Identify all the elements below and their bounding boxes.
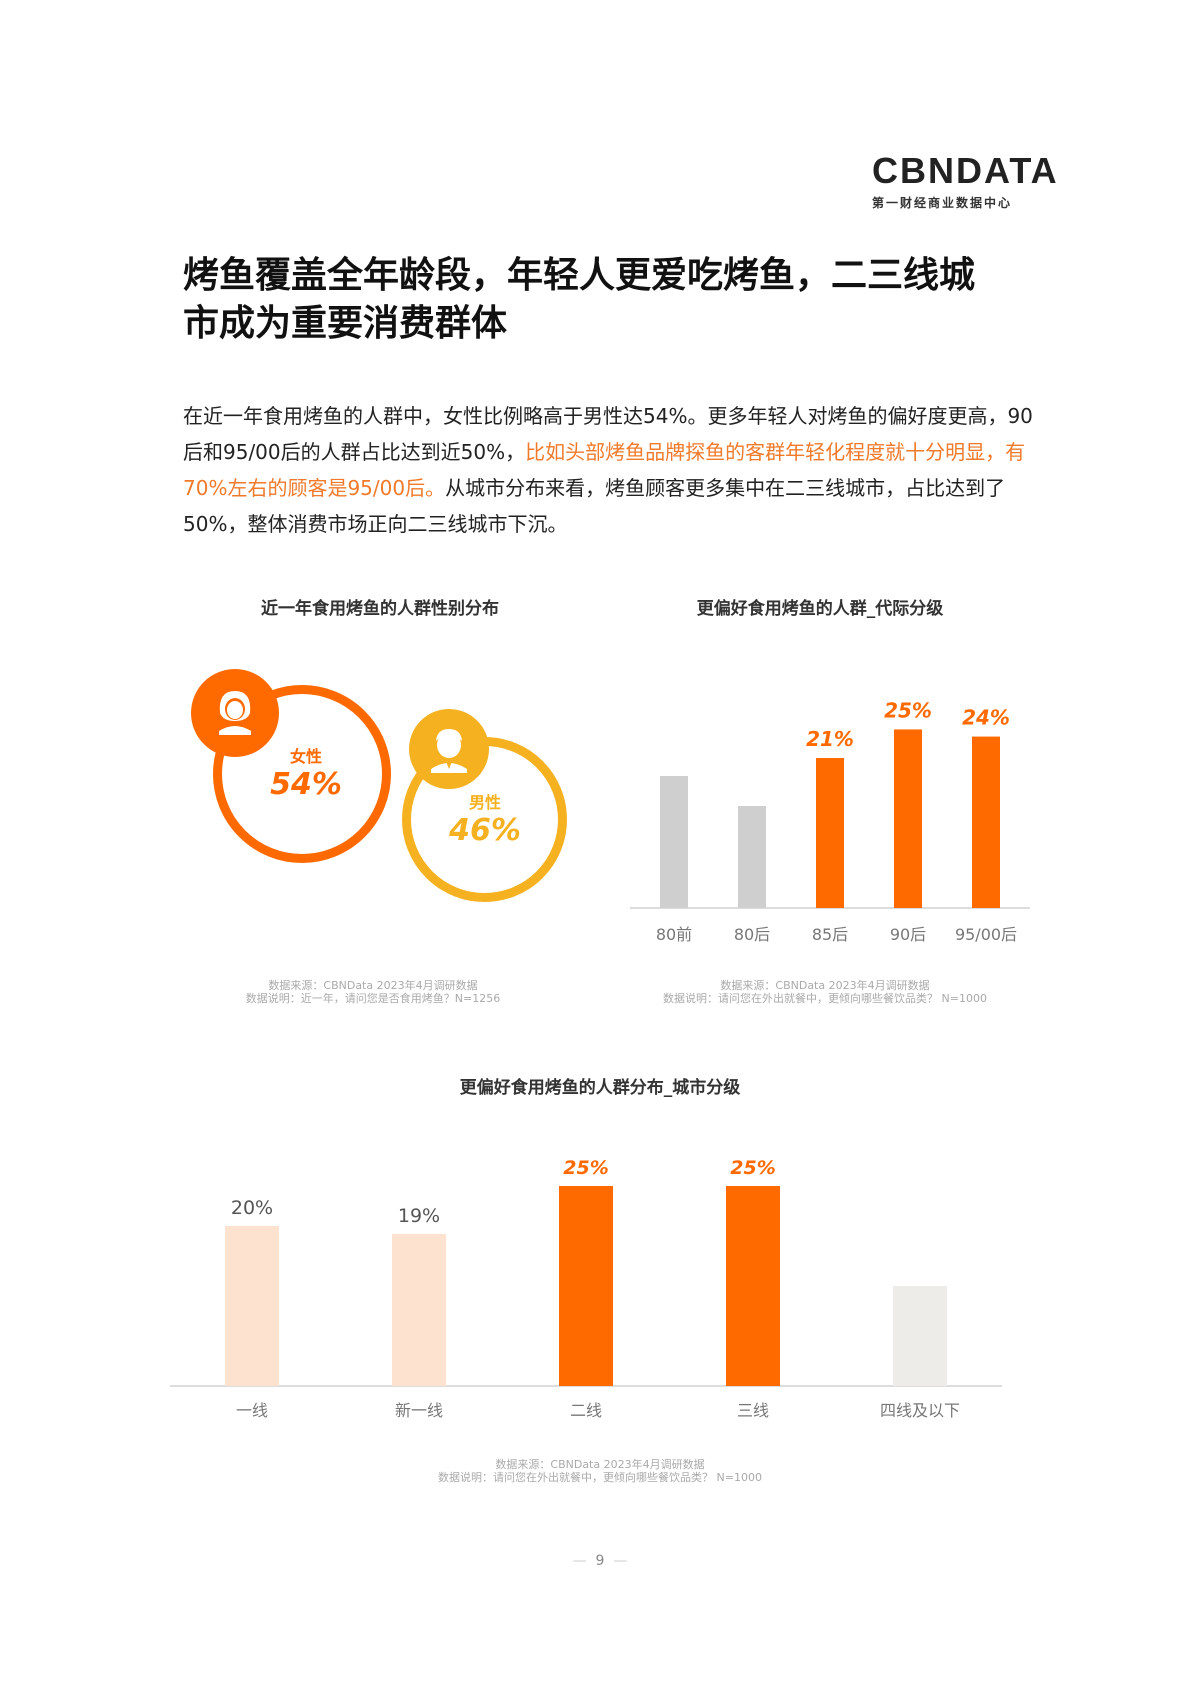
female-name: 女性: [289, 747, 322, 766]
bar-1: [392, 1234, 446, 1386]
tick-label-3: 90后: [890, 925, 926, 944]
page-title-line-1: 烤鱼覆盖全年龄段，年轻人更爱吃烤鱼，二三线城: [183, 255, 976, 296]
gender-chart-note: 数据说明：近一年，请问您是否食用烤鱼？N=1256: [245, 992, 501, 1005]
data-label-2: 21%: [806, 727, 854, 751]
page-number-value: 9: [595, 1553, 605, 1569]
city-chart-note: 数据说明：请问您在外出就餐中，更倾向哪些餐饮品类？ N=1000: [438, 1471, 762, 1484]
para-highlight: 比如头部烤鱼品牌探鱼的客群年轻化程度就十分明显，有70%左右的顾客是95/00后…: [183, 440, 1026, 500]
data-label-0: 20%: [231, 1197, 273, 1219]
data-label-1: 19%: [398, 1205, 440, 1227]
female-label: 女性 54%: [244, 743, 368, 802]
bar-0: [660, 776, 688, 908]
data-label-3: 25%: [884, 698, 932, 722]
bar-4: [972, 736, 1000, 908]
city-chart-source: 数据来源：CBNData 2023年4月调研数据: [495, 1458, 705, 1471]
logo-subtitle: 第一财经商业数据中心: [872, 196, 1013, 210]
male-badge: [409, 709, 489, 789]
tick-label-0: 一线: [236, 1401, 268, 1420]
bar-1: [738, 806, 766, 908]
male-avatar-icon: [431, 729, 467, 773]
bar-3: [894, 729, 922, 908]
bar-2: [559, 1186, 613, 1386]
generation-chart-title: 更偏好食用烤鱼的人群_代际分级: [696, 599, 944, 619]
logo-brand: CBNDATA: [872, 150, 1059, 191]
bar-4: [893, 1286, 947, 1386]
generation-bar-chart: 80前 80后 21% 85后 25% 90后 24% 95/00后: [630, 698, 1030, 944]
data-label-4: 24%: [962, 706, 1010, 730]
gender-chart-title: 近一年食用烤鱼的人群性别分布: [261, 599, 499, 619]
intro-paragraph: 在近一年食用烤鱼的人群中，女性比例略高于男性达54%。更多年轻人对烤鱼的偏好度更…: [183, 398, 1043, 542]
para-part-2: 90后和95/00后的人群占比达到近50%，: [183, 404, 1033, 464]
para-part-1: 在近一年食用烤鱼的人群中，女性比例略高于男性达54%。更多年轻人对烤鱼的偏好度更…: [183, 404, 1008, 428]
gender-chart-source: 数据来源：CBNData 2023年4月调研数据: [268, 979, 478, 992]
tick-label-4: 四线及以下: [880, 1401, 960, 1420]
page-title: 烤鱼覆盖全年龄段，年轻人更爱吃烤鱼，二三线城 市成为重要消费群体: [183, 252, 1043, 348]
generation-chart-note: 数据说明：请问您在外出就餐中，更倾向哪些餐饮品类？ N=1000: [663, 992, 987, 1005]
tick-label-2: 85后: [812, 925, 848, 944]
cbndata-logo: CBNDATA 第一财经商业数据中心: [872, 150, 1059, 211]
page-number: — 9 —: [572, 1553, 628, 1569]
female-avatar-icon: [219, 691, 251, 735]
tick-label-2: 二线: [570, 1401, 602, 1420]
bar-3: [726, 1186, 780, 1386]
tick-label-1: 新一线: [395, 1401, 443, 1420]
data-label-2: 25%: [563, 1157, 608, 1179]
tick-label-3: 三线: [737, 1401, 769, 1420]
para-part-4: 从城市分布来看，烤鱼顾客更多集中在二三线城市，占比达到了50%，整体消费市场正向…: [183, 476, 1006, 536]
female-badge: [191, 669, 279, 757]
tick-label-0: 80前: [656, 925, 692, 944]
bar-0: [225, 1226, 279, 1386]
generation-chart-source: 数据来源：CBNData 2023年4月调研数据: [720, 979, 930, 992]
female-value: 54%: [270, 767, 342, 802]
male-value: 46%: [449, 813, 521, 848]
male-name: 男性: [468, 793, 501, 812]
page-title-line-2: 市成为重要消费群体: [183, 303, 508, 344]
city-chart-title: 更偏好食用烤鱼的人群分布_城市分级: [459, 1078, 741, 1098]
male-label: 男性 46%: [426, 789, 544, 848]
city-bar-chart: 20% 一线 19% 新一线 25% 二线 25% 三线 四线及以下: [170, 1157, 1002, 1420]
tick-label-1: 80后: [734, 925, 770, 944]
data-label-3: 25%: [730, 1157, 775, 1179]
bar-2: [816, 758, 844, 908]
female-ring: [213, 685, 391, 863]
tick-label-4: 95/00后: [955, 925, 1017, 944]
